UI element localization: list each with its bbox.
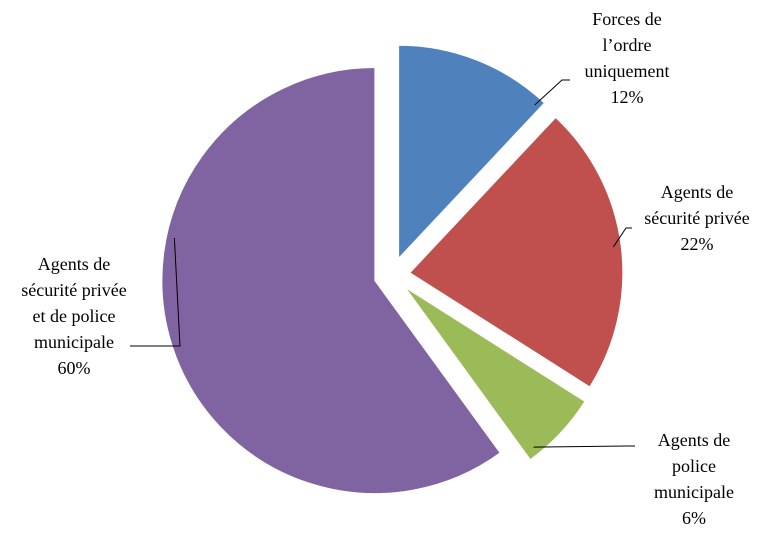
leader-line	[533, 445, 635, 448]
leader-line	[130, 237, 181, 347]
leader-line	[534, 79, 570, 106]
data-label: Agents de sécurité privée et de police muni…	[21, 254, 126, 378]
data-label: Forces de l’ordre uniquement 12%	[585, 9, 670, 107]
data-label: Agents de sécurité privée 22%	[644, 182, 749, 254]
pie-slice	[398, 44, 546, 260]
pie-slice	[409, 116, 624, 388]
leader-line	[612, 227, 632, 248]
pie-slice	[404, 286, 586, 461]
data-label: Agents de police municipale 6%	[654, 430, 734, 528]
